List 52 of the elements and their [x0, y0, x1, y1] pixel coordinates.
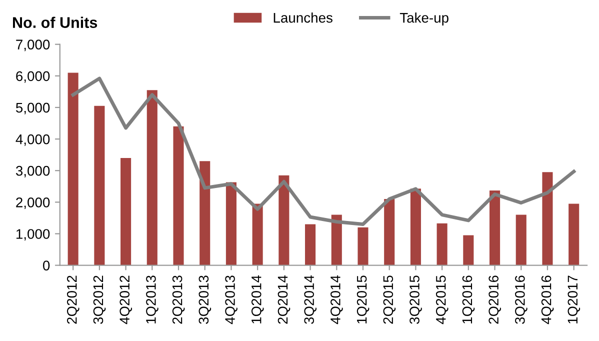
bar: [200, 161, 210, 266]
bar: [278, 175, 290, 266]
y-tick-label: 4,000: [16, 134, 50, 146]
x-tick-label: 1Q2017: [568, 276, 580, 324]
y-tick-label: 0: [42, 260, 50, 270]
x-tick-label: 3Q2016: [515, 276, 528, 324]
bar: [331, 214, 342, 266]
y-tick-label: 1,000: [16, 229, 50, 241]
bar: [516, 214, 526, 266]
y-tick-label: 2,000: [16, 198, 50, 209]
x-tick-label: 3Q2014: [304, 275, 316, 324]
y-tick-label: 3,000: [16, 166, 50, 178]
bar: [94, 106, 105, 266]
y-tick-label: 7,000: [16, 40, 50, 52]
bar: [542, 172, 553, 266]
y-axis-title: No. of Units: [13, 16, 98, 28]
x-tick-label: 1Q2014: [251, 275, 264, 324]
x-tick-label: 1Q2015: [356, 276, 370, 324]
x-tick-label: 4Q2013: [225, 276, 238, 324]
x-tick-label: 4Q2016: [541, 276, 554, 324]
x-tick-label: 1Q2016: [462, 276, 475, 324]
x-tick-label: 3Q2012: [93, 276, 106, 324]
bar: [436, 223, 448, 266]
bar: [463, 235, 474, 266]
bar: [568, 204, 580, 266]
legend-label: Take-up: [400, 12, 448, 26]
x-tick-label: 3Q2015: [410, 276, 422, 324]
bar: [226, 182, 236, 266]
line-series: [71, 76, 576, 226]
x-tick-label: 2Q2014: [278, 275, 290, 324]
bar: [384, 199, 395, 266]
bar: [305, 224, 316, 266]
bar: [120, 158, 132, 266]
x-tick-label: 4Q2014: [330, 275, 343, 324]
bar: [173, 126, 184, 266]
x-tick-label: 2Q2016: [488, 276, 501, 324]
y-tick-label: 6,000: [16, 71, 50, 83]
x-tick-label: 4Q2015: [436, 276, 448, 324]
bar: [68, 72, 78, 266]
y-tick-label: 5,000: [16, 102, 50, 114]
bar: [490, 190, 500, 266]
x-tick-label: 1Q2013: [146, 276, 158, 324]
x-tick-label: 3Q2013: [198, 276, 212, 324]
bar: [358, 227, 368, 266]
bar: [252, 204, 263, 266]
x-tick-label: 2Q2015: [383, 276, 396, 324]
bar: [410, 188, 421, 266]
legend-label: Launches: [274, 12, 332, 23]
bar: [146, 90, 158, 266]
x-tick-label: 4Q2012: [120, 276, 132, 324]
x-tick-label: 2Q2013: [172, 276, 185, 324]
x-tick-label: 2Q2012: [66, 276, 80, 324]
